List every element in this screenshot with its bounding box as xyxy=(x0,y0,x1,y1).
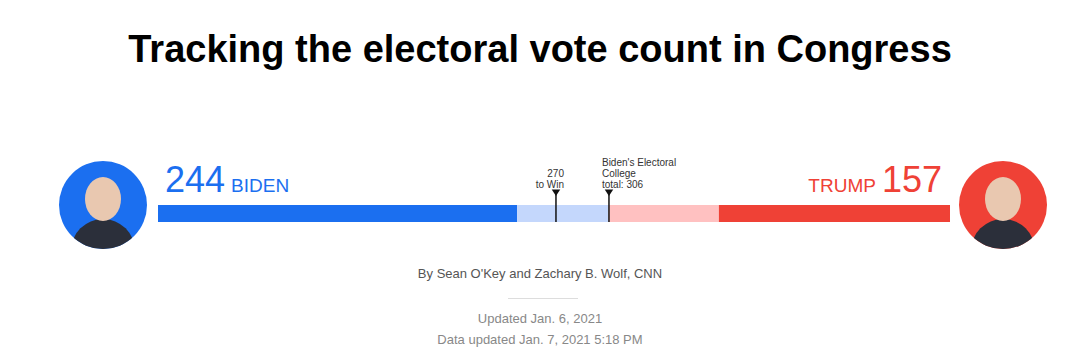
html-text:244BIDEN: 244BIDEN xyxy=(165,159,290,200)
svg-text:Biden's ElectoralCollegetotal:: Biden's ElectoralCollegetotal: 306 xyxy=(602,157,676,190)
html-text:Tracking the electoral vote co: Tracking the electoral vote count in Con… xyxy=(128,28,952,70)
html-text:Data updated Jan. 7, 2021 5:18: Data updated Jan. 7, 2021 5:18 PM xyxy=(437,332,643,347)
html-text:TRUMP157: TRUMP157 xyxy=(808,159,942,200)
html-text:By Sean O'Key and Zachary B. W: By Sean O'Key and Zachary B. Wolf, CNN xyxy=(417,266,663,281)
svg-text:270to Win: 270to Win xyxy=(536,168,565,190)
html-text:Updated Jan. 6, 2021: Updated Jan. 6, 2021 xyxy=(477,311,603,326)
